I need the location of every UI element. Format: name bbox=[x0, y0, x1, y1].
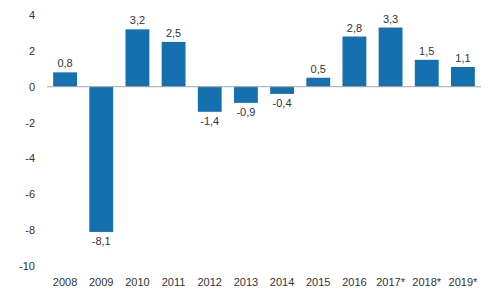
bar bbox=[451, 67, 475, 87]
chart: -10 -8 -6 -4 -2 0 2 4 0,8 -8,1 3,2 2,5 -1,4 -0,9 -0,4 0… bbox=[0, 0, 491, 295]
y-tick-label: -8 bbox=[25, 224, 35, 236]
bar bbox=[379, 28, 403, 87]
chart-container: -10 -8 -6 -4 -2 0 2 4 0,8 -8,1 3,2 2,5 -1,4 -0,9 -0,4 0… bbox=[0, 0, 491, 295]
data-label: 2,8 bbox=[347, 22, 362, 34]
bar bbox=[125, 29, 149, 86]
data-label: -8,1 bbox=[92, 235, 111, 247]
x-tick-label: 2016 bbox=[342, 276, 366, 288]
y-tick-label: -2 bbox=[25, 117, 35, 129]
x-tick-label: 2018* bbox=[412, 276, 441, 288]
data-label: 3,2 bbox=[130, 14, 145, 26]
data-label: -1,4 bbox=[200, 115, 219, 127]
bar bbox=[234, 87, 258, 103]
bar bbox=[162, 42, 186, 87]
y-tick-label: -6 bbox=[25, 188, 35, 200]
data-label: -0,9 bbox=[236, 106, 255, 118]
x-tick-label: 2014 bbox=[270, 276, 294, 288]
bar bbox=[415, 60, 439, 87]
x-axis-line bbox=[47, 86, 481, 87]
bar bbox=[306, 78, 330, 87]
bar bbox=[53, 72, 77, 86]
y-tick-label: 0 bbox=[29, 81, 35, 93]
x-tick-label: 2012 bbox=[198, 276, 222, 288]
x-tick-label: 2017* bbox=[376, 276, 405, 288]
x-tick-label: 2010 bbox=[125, 276, 149, 288]
bar bbox=[198, 87, 222, 112]
x-tick-label: 2009 bbox=[89, 276, 113, 288]
y-tick-label: 4 bbox=[29, 9, 35, 21]
data-label: 2,5 bbox=[166, 27, 181, 39]
bars bbox=[53, 28, 475, 232]
x-tick-label: 2008 bbox=[53, 276, 77, 288]
data-label: 1,1 bbox=[455, 52, 470, 64]
data-label: 3,3 bbox=[383, 13, 398, 25]
y-tick-label: -4 bbox=[25, 152, 35, 164]
x-tick-label: 2011 bbox=[162, 276, 186, 288]
bar bbox=[270, 87, 294, 94]
bar bbox=[89, 87, 113, 232]
y-tick-label: -10 bbox=[19, 260, 35, 272]
data-label: 0,8 bbox=[57, 57, 72, 69]
x-tick-label: 2015 bbox=[306, 276, 330, 288]
data-label: 0,5 bbox=[311, 63, 326, 75]
x-tick-label: 2019* bbox=[449, 276, 478, 288]
data-label: -0,4 bbox=[273, 97, 292, 109]
y-tick-label: 2 bbox=[29, 45, 35, 57]
x-tick-label: 2013 bbox=[234, 276, 258, 288]
data-label: 1,5 bbox=[419, 45, 434, 57]
bar bbox=[342, 37, 366, 87]
